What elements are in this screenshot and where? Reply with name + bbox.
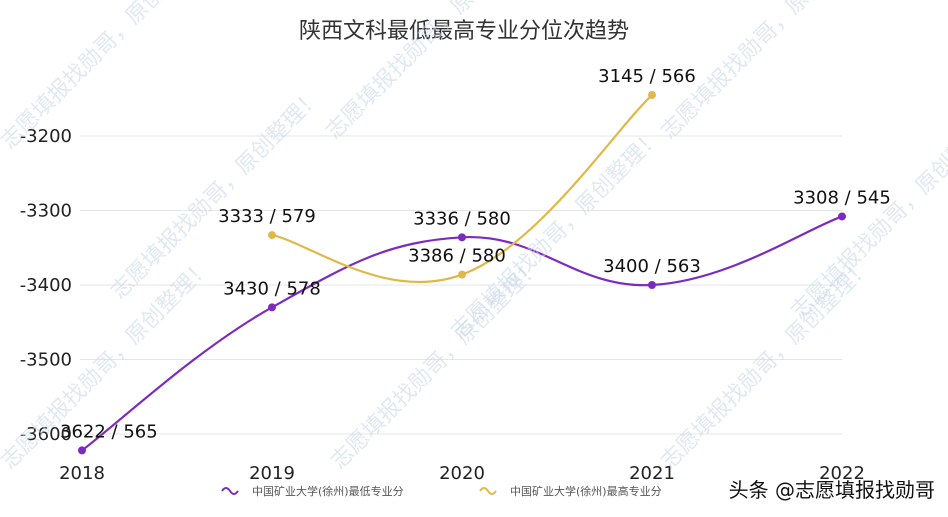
source-credit: 头条 @志愿填报找勋哥 [729, 478, 935, 502]
data-point [268, 303, 276, 312]
legend-item[interactable]: 中国矿业大学(徐州)最低专业分 [221, 484, 404, 498]
data-point [78, 446, 86, 455]
y-tick-label: -3400 [20, 275, 72, 296]
watermark-text: 志愿填报找勋哥，原创整理！ [107, 84, 327, 304]
legend[interactable]: 中国矿业大学(徐州)最低专业分 中国矿业大学(徐州)最高专业分 [221, 484, 662, 498]
legend-label: 中国矿业大学(徐州)最高专业分 [510, 484, 662, 498]
x-axis-ticks: 2018 2019 2020 2021 2022 [59, 463, 865, 484]
data-label: 3145 / 566 [598, 66, 696, 87]
x-tick-label: 2019 [249, 463, 295, 484]
data-point [268, 231, 276, 240]
x-tick-label: 2020 [439, 463, 485, 484]
y-tick-label: -3600 [20, 424, 72, 445]
data-label: 3430 / 578 [223, 278, 321, 299]
data-labels: 3622 / 565 3430 / 578 3336 / 580 3400 / 563… [60, 66, 891, 442]
y-tick-label: -3200 [20, 126, 72, 147]
y-axis-ticks: -3200 -3300 -3400 -3500 -3600 [20, 126, 72, 445]
x-tick-label: 2018 [59, 463, 105, 484]
legend-label: 中国矿业大学(徐州)最低专业分 [252, 484, 404, 498]
data-label: 3386 / 580 [408, 246, 506, 267]
y-tick-label: -3300 [20, 201, 72, 222]
legend-swatch-icon [479, 487, 497, 495]
watermark-text: 志愿填报找勋哥，原创整理！ [657, 254, 877, 474]
watermark-text: 志愿填报找勋哥，原创整理！ [0, 0, 216, 154]
data-point [458, 270, 466, 279]
y-tick-label: -3500 [20, 350, 72, 371]
legend-item[interactable]: 中国矿业大学(徐州)最高专业分 [479, 484, 662, 498]
grid-lines [80, 135, 842, 435]
data-point [838, 212, 846, 221]
data-label: 3336 / 580 [413, 208, 511, 229]
watermark-text: 志愿填报找勋哥，原创整理！ [327, 254, 547, 474]
x-tick-label: 2022 [819, 463, 865, 484]
watermark-text: 志愿填报找勋哥，原创整理！ [787, 104, 948, 324]
data-label: 3308 / 545 [793, 187, 891, 208]
x-tick-label: 2021 [629, 463, 675, 484]
legend-swatch-icon [221, 487, 239, 495]
data-label: 3333 / 579 [218, 206, 316, 227]
data-label: 3622 / 565 [60, 421, 158, 442]
chart-title: 陕西文科最低最高专业分位次趋势 [299, 19, 629, 44]
data-label: 3400 / 563 [603, 256, 701, 277]
series-points [78, 91, 846, 455]
data-point [648, 281, 656, 289]
data-point [458, 233, 466, 242]
data-point [648, 91, 656, 100]
